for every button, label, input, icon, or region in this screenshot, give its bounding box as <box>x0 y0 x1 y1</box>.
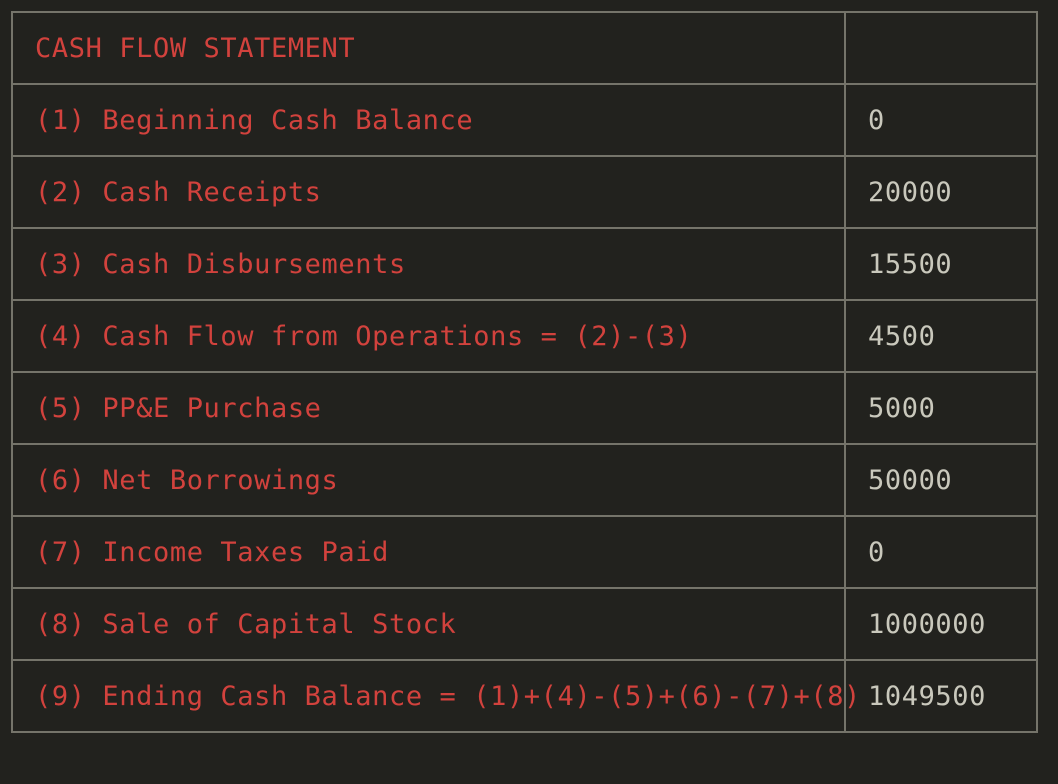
row-label-ppe-purchase: (5) PP&E Purchase <box>11 371 846 445</box>
row-value-cash-disbursements: 15500 <box>844 227 1038 301</box>
table-header-value <box>844 11 1038 85</box>
table-row: (5) PP&E Purchase 5000 <box>11 371 1038 445</box>
cash-flow-statement: CASH FLOW STATEMENT (1) Beginning Cash B… <box>11 11 1038 733</box>
row-value-ppe-purchase: 5000 <box>844 371 1038 445</box>
row-label-cash-receipts: (2) Cash Receipts <box>11 155 846 229</box>
row-value-cash-receipts: 20000 <box>844 155 1038 229</box>
table-title: CASH FLOW STATEMENT <box>11 11 846 85</box>
table-row: (9) Ending Cash Balance = (1)+(4)-(5)+(6… <box>11 659 1038 733</box>
table-row: (4) Cash Flow from Operations = (2)-(3) … <box>11 299 1038 373</box>
row-label-cash-flow-from-operations: (4) Cash Flow from Operations = (2)-(3) <box>11 299 846 373</box>
row-label-net-borrowings: (6) Net Borrowings <box>11 443 846 517</box>
table-row: (2) Cash Receipts 20000 <box>11 155 1038 229</box>
cash-flow-table: CASH FLOW STATEMENT (1) Beginning Cash B… <box>11 11 1038 733</box>
row-label-income-taxes-paid: (7) Income Taxes Paid <box>11 515 846 589</box>
row-value-net-borrowings: 50000 <box>844 443 1038 517</box>
row-label-cash-disbursements: (3) Cash Disbursements <box>11 227 846 301</box>
table-row: (3) Cash Disbursements 15500 <box>11 227 1038 301</box>
row-value-cash-flow-from-operations: 4500 <box>844 299 1038 373</box>
row-label-ending-cash-balance: (9) Ending Cash Balance = (1)+(4)-(5)+(6… <box>11 659 860 733</box>
row-value-beginning-cash-balance: 0 <box>844 83 1038 157</box>
row-value-sale-of-capital-stock: 1000000 <box>844 587 1038 661</box>
row-value-income-taxes-paid: 0 <box>844 515 1038 589</box>
table-row: (8) Sale of Capital Stock 1000000 <box>11 587 1038 661</box>
row-label-sale-of-capital-stock: (8) Sale of Capital Stock <box>11 587 846 661</box>
table-row: (6) Net Borrowings 50000 <box>11 443 1038 517</box>
table-row: (7) Income Taxes Paid 0 <box>11 515 1038 589</box>
row-label-beginning-cash-balance: (1) Beginning Cash Balance <box>11 83 846 157</box>
row-value-ending-cash-balance: 1049500 <box>844 659 1038 733</box>
table-header-row: CASH FLOW STATEMENT <box>11 11 1038 85</box>
table-row: (1) Beginning Cash Balance 0 <box>11 83 1038 157</box>
